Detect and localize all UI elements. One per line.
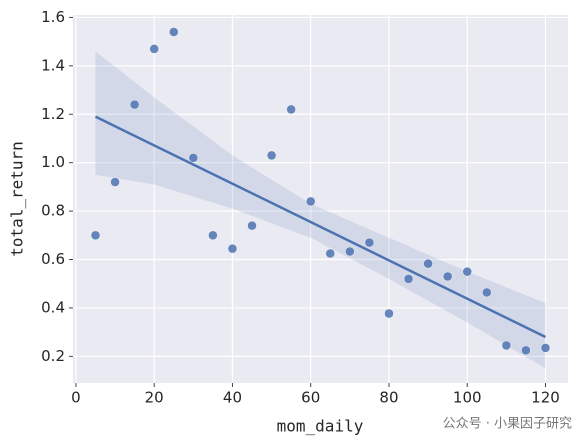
- watermark: 公众号 · 小果因子研究: [443, 417, 572, 432]
- x-axis-label: mom_daily: [277, 417, 364, 436]
- x-tick-label: 60: [301, 389, 320, 407]
- point: [188, 153, 199, 163]
- plot-area: [73, 15, 568, 383]
- y-tick-label: 1.2: [41, 105, 65, 123]
- point: [247, 220, 257, 231]
- y-tick-label: 1.6: [41, 8, 65, 26]
- point: [110, 177, 120, 187]
- point: [149, 44, 159, 54]
- point: [482, 287, 492, 298]
- point: [129, 99, 140, 110]
- y-tick-label: 1.4: [41, 56, 65, 74]
- point: [384, 308, 394, 319]
- point: [90, 230, 101, 241]
- x-tick-label: 0: [71, 389, 81, 407]
- point: [286, 104, 296, 115]
- point: [540, 343, 551, 353]
- x-tick-label: 120: [531, 389, 560, 407]
- y-tick-label: 0.8: [41, 202, 65, 220]
- point: [521, 345, 531, 356]
- point: [501, 340, 512, 351]
- point: [462, 266, 472, 277]
- x-tick-label: 40: [223, 389, 242, 407]
- confidence-band: [95, 51, 546, 369]
- point: [208, 230, 218, 241]
- point: [306, 196, 316, 207]
- y-tick-label: 0.4: [41, 298, 65, 316]
- point: [325, 248, 335, 259]
- y-tick-label: 0.2: [41, 347, 65, 365]
- y-tick-label: 1.0: [41, 153, 65, 171]
- x-tick-label: 100: [453, 389, 482, 407]
- point: [403, 274, 414, 284]
- y-tick-label: 0.6: [41, 250, 65, 268]
- regression-line: [94, 115, 547, 339]
- point: [423, 258, 433, 269]
- point: [345, 246, 355, 257]
- point: [169, 27, 179, 37]
- x-tick-label: 80: [379, 389, 398, 407]
- point: [442, 271, 453, 282]
- point: [364, 237, 375, 248]
- point: [227, 243, 238, 254]
- x-tick-label: 20: [145, 389, 164, 407]
- point: [266, 150, 277, 161]
- y-axis-label: total_return: [8, 141, 27, 257]
